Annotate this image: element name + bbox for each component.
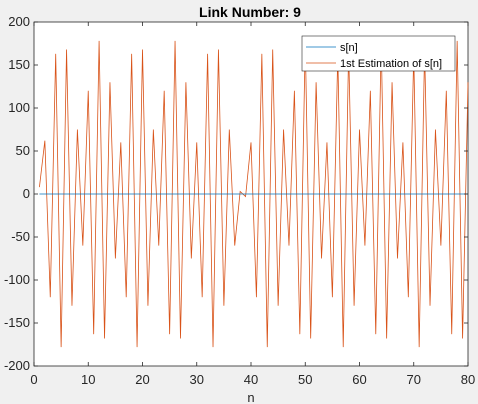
x-tick-label: 60 — [352, 372, 366, 387]
x-axis-label: n — [247, 390, 254, 404]
legend-entry-estimation: 1st Estimation of s[n] — [340, 58, 442, 70]
y-tick-label: 50 — [16, 143, 30, 158]
series-layer — [39, 40, 469, 348]
series-line-estimation — [39, 40, 469, 348]
x-tick-label: 80 — [461, 372, 475, 387]
x-tick-label: 50 — [298, 372, 312, 387]
x-tick-label: 10 — [81, 372, 95, 387]
x-tick-label: 20 — [135, 372, 149, 387]
x-tick-label: 40 — [244, 372, 258, 387]
y-tick-label: -50 — [11, 229, 30, 244]
y-tick-label: 200 — [8, 14, 30, 29]
x-tick-label: 30 — [190, 372, 204, 387]
x-tick-label: 0 — [30, 372, 37, 387]
legend-entry-s-n: s[n] — [340, 42, 358, 54]
legend-box — [301, 35, 456, 72]
x-tick-label: 70 — [407, 372, 421, 387]
y-tick-label: -200 — [4, 358, 30, 373]
y-tick-label: -100 — [4, 272, 30, 287]
y-tick-label: 0 — [23, 186, 30, 201]
chart-title: Link Number: 9 — [199, 4, 301, 20]
y-tick-label: -150 — [4, 315, 30, 330]
y-tick-label: 100 — [8, 100, 30, 115]
y-tick-label: 150 — [8, 57, 30, 72]
axis-layer: 0 10 20 30 40 50 60 70 80 200 150 100 50 0 -50 -100 -150… — [4, 14, 475, 387]
legend: s[n] 1st Estimation of s[n] — [301, 35, 456, 72]
